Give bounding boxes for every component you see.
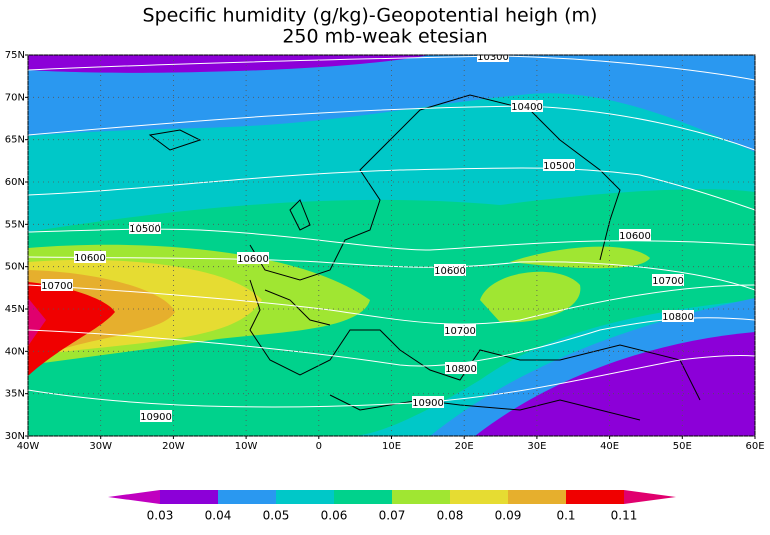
title-line: 250 mb-weak etesian [282,26,487,48]
lon-tick-label: 20E [455,441,474,452]
lon-tick-label: 0 [316,441,322,452]
lat-tick-label: 35N [5,389,25,400]
lon-tick-label: 50E [673,441,692,452]
lon-tick-label: 30E [527,441,546,452]
contour-label-box [652,274,684,286]
coastlines [148,94,701,421]
contours [28,55,755,408]
colorbar-label: 0.09 [495,509,522,523]
fill-red [28,282,115,376]
colorbar-label: 0.11 [611,509,638,523]
contour-label-box [477,55,509,62]
lat-tick-label: 65N [5,135,25,146]
contour-label-box [74,251,106,263]
colorbar-box [160,490,218,504]
contour-label-box [444,324,476,336]
contour-label: 10400 [511,102,543,113]
colorbar-box [218,490,276,504]
colorbar-label: 0.07 [379,509,406,523]
lat-tick-label: 60N [5,177,25,188]
contour-label-box [511,100,543,112]
lat-tick-label: 45N [5,304,25,315]
contour-label: 10600 [619,231,651,242]
fill-magenta [28,298,46,346]
colorbar: 0.03 0.04 0.05 0.06 0.07 0.08 0.09 0.1 0.11 [108,490,676,523]
colorbar-label: 0.04 [205,509,232,523]
contour-label-box [41,279,73,291]
contour-label: 10800 [662,312,694,323]
contour-label: 10700 [41,281,73,292]
fill-blue [28,55,755,152]
colorbar-box [508,490,566,504]
lon-tick-label: 40W [17,441,40,452]
colorbar-label: 0.06 [321,509,348,523]
colorbar-box [334,490,392,504]
lat-tick-label: 75N [5,50,25,61]
contour-label-box [543,159,575,171]
colorbar-end [108,490,160,504]
contour-labels: 10300 10400 10500 10500 10600 10600 10600 10600… [41,52,694,423]
lat-tick-label: 30N [5,431,25,442]
colorbar-label: 0.1 [556,509,575,523]
colorbar-box [392,490,450,504]
lon-tick-label: 20W [162,441,185,452]
graticule: 30N 35N 40N 45N 50N 55N 60N 65N 70N 75N 40W 30W 20W 1… [5,50,765,452]
contour-label: 10800 [445,364,477,375]
colorbar-label: 0.08 [437,509,464,523]
lon-tick-label: 40E [600,441,619,452]
contour-label-box [662,310,694,322]
lon-tick-label: 60E [745,441,764,452]
contour-label: 10600 [74,253,106,264]
title-line: Specific humidity (g/kg)-Geopotential he… [143,5,598,27]
contour-label: 10500 [543,161,575,172]
fill-purple [475,332,755,436]
contour-label-box [619,229,651,241]
lon-tick-label: 30W [89,441,112,452]
colorbar-end [624,490,676,504]
colorbar-box [276,490,334,504]
map-field: 10300 10400 10500 10500 10600 10600 10600 10600… [28,52,755,436]
fill-lightgreen [480,271,581,323]
contour-label-box [129,222,161,234]
contour-label: 10500 [129,224,161,235]
colorbar-label: 0.05 [263,509,290,523]
lon-tick-label: 10W [235,441,258,452]
contour-label: 10300 [477,52,509,63]
contour-label-box [445,362,477,374]
lon-tick-label: 10E [382,441,401,452]
contour-label-box [412,396,444,408]
lat-tick-label: 70N [5,92,25,103]
contour-label: 10900 [412,398,444,409]
contour-label-box [237,252,269,264]
colorbar-label: 0.03 [147,509,174,523]
contour-label-box [140,410,172,422]
contour-label: 10600 [237,254,269,265]
contour-label: 10900 [140,412,172,423]
fill-lightgreen [510,246,650,269]
lat-tick-label: 40N [5,346,25,357]
lat-tick-label: 50N [5,262,25,273]
contour-label: 10700 [444,326,476,337]
lat-tick-label: 55N [5,219,25,230]
colorbar-box [566,490,624,504]
colorbar-box [450,490,508,504]
contour-label: 10700 [652,276,684,287]
contour-label: 10600 [434,266,466,277]
